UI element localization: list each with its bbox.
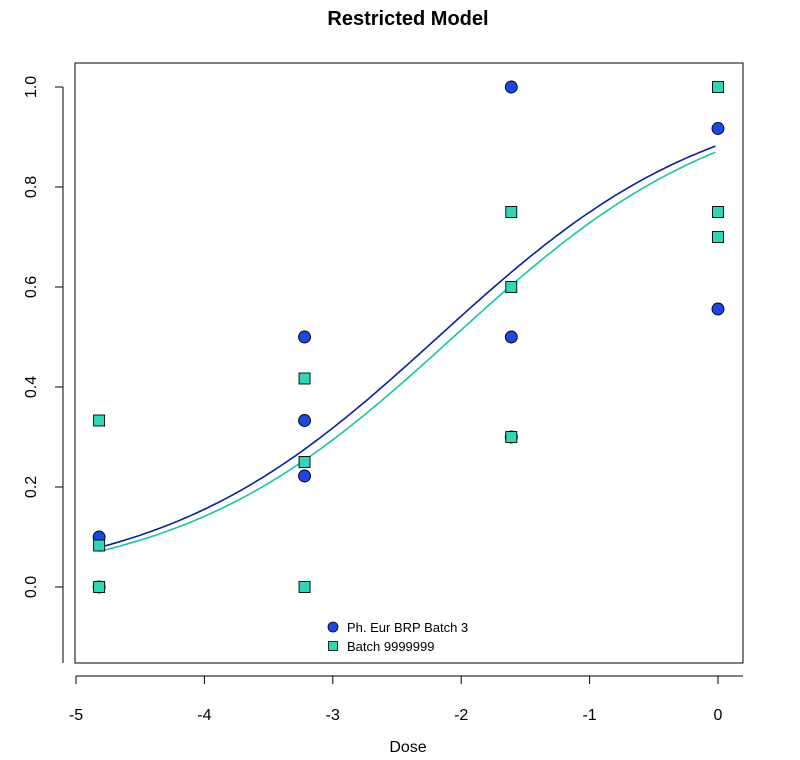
y-axis: 0.0 0.2 0.4 0.6 0.8 1.0 [23,76,64,663]
x-tick-label: -3 [326,707,340,724]
legend-marker-circle [327,621,339,633]
data-point-square [298,581,311,593]
data-points [92,80,725,594]
legend-label: Batch 9999999 [347,639,434,654]
data-point-circle [711,122,725,135]
data-point-square [93,581,106,593]
y-tick-label: 0.4 [23,376,40,398]
data-point-circle [298,414,312,427]
x-tick-label: -5 [69,707,83,724]
fitted-curves [98,145,716,553]
legend-label: Ph. Eur BRP Batch 3 [347,620,468,635]
x-tick-label: -4 [197,707,211,724]
y-tick-label: 0.2 [23,476,40,498]
data-point-square [712,206,724,218]
y-tick-label: 0.8 [23,176,40,198]
x-tick-label: 0 [714,707,723,724]
data-point-square [505,206,518,218]
legend-marker-square [328,641,338,651]
x-axis: -5 -4 -3 -2 -1 0 [69,675,743,724]
plot-frame [74,62,744,664]
data-point-circle [504,80,518,94]
data-point-circle [504,330,518,344]
y-tick-label: 1.0 [23,76,40,98]
data-point-square [505,431,518,443]
chart-title: Restricted Model [327,8,488,30]
data-point-square [712,231,724,243]
data-point-square [298,456,311,468]
fitted-curve-series-2 [98,151,716,553]
y-tick-label: 0.6 [23,276,40,298]
data-point-square [93,414,106,427]
data-point-circle [711,302,725,316]
data-point-square [298,372,311,385]
data-point-square [505,281,518,293]
fitted-curve-series-1 [98,145,716,549]
legend: Ph. Eur BRP Batch 3 Batch 9999999 [327,620,468,654]
x-tick-label: -1 [582,707,596,724]
y-tick-label: 0.0 [23,576,40,598]
x-tick-label: -2 [454,707,468,724]
data-point-square [712,81,724,93]
x-axis-label: Dose [389,739,426,756]
data-point-circle [298,469,312,483]
data-point-circle [298,330,312,344]
data-point-square [93,539,106,552]
